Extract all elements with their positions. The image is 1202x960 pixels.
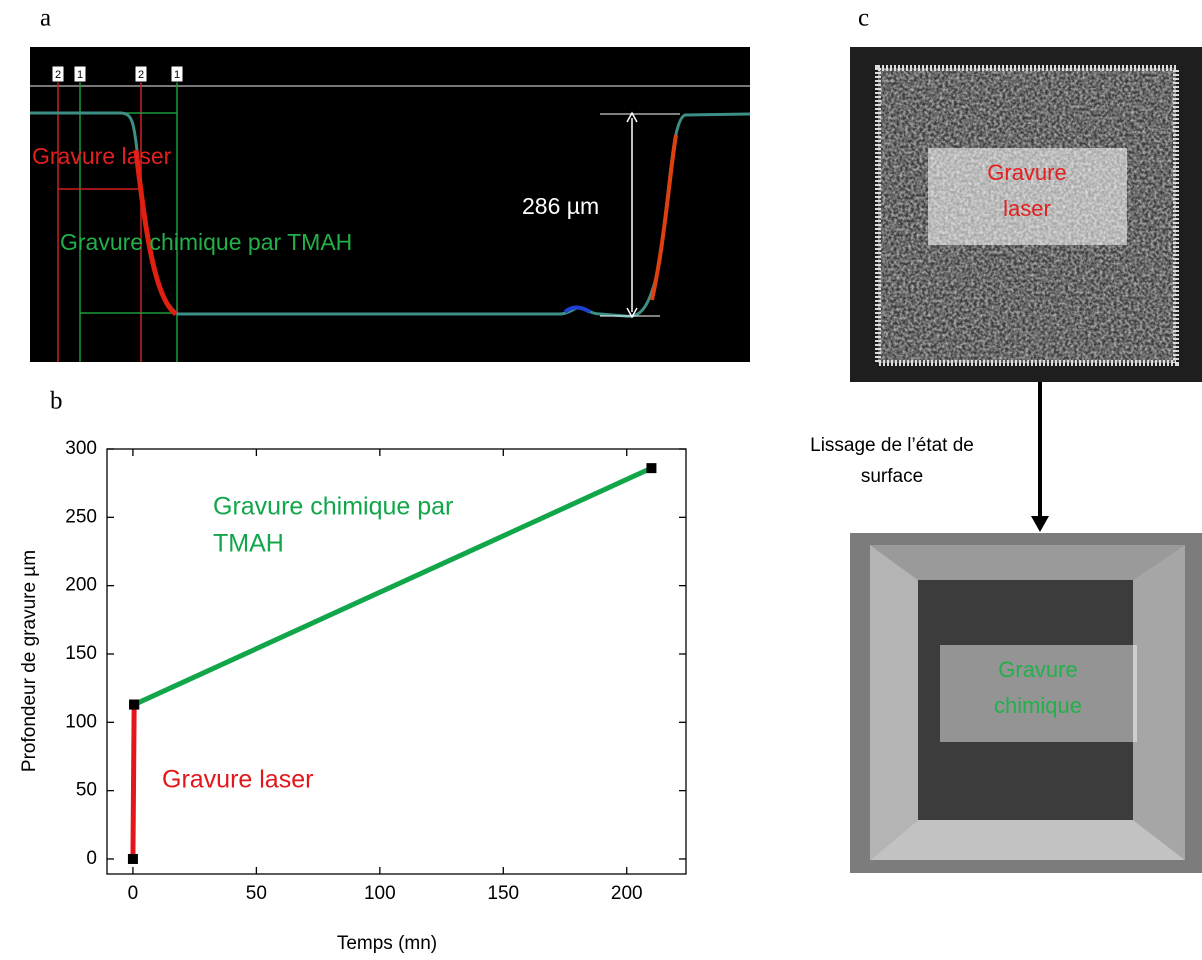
depth-label: 286 µm	[522, 193, 599, 219]
arrow-label: Lissage de l’état de	[810, 435, 974, 456]
profile-label: Gravure chimique par TMAH	[60, 229, 352, 255]
series-line	[133, 465, 653, 707]
micrograph-label: Gravure	[987, 160, 1066, 185]
arrow-label: surface	[861, 466, 923, 487]
panel-label: c	[858, 5, 869, 32]
sidewall	[870, 820, 1185, 860]
y-tick-label: 100	[65, 711, 97, 732]
panel-label: b	[50, 388, 63, 415]
x-tick-label: 200	[611, 883, 643, 904]
y-tick-label: 300	[65, 438, 97, 459]
y-tick-label: 50	[76, 780, 97, 801]
depth-arrowhead	[626, 111, 638, 319]
series-line	[130, 704, 137, 859]
sidewall	[870, 545, 1185, 580]
annotation: Gravure laser	[162, 766, 313, 794]
micrographs: Gravure laser Lissage de l’état de surfa…	[810, 47, 1202, 873]
cursor-marker-box	[51, 65, 65, 83]
x-tick-label: 50	[246, 883, 267, 904]
x-axis-label: Temps (mn)	[337, 933, 437, 954]
profile-panel: 2 1 2 1 Gravure laser Gravure chimique par …	[30, 47, 751, 362]
micrograph-label: Gravure	[998, 657, 1077, 682]
chart: Temps (mn) Profondeur de gravure µm 0 50 1…	[19, 438, 687, 954]
cursor-marker-box	[134, 65, 148, 83]
profile-label: Gravure laser	[32, 143, 172, 169]
data-point	[129, 699, 140, 710]
x-tick-label: 100	[364, 883, 396, 904]
x-tick-label: 150	[487, 883, 519, 904]
x-tick-label: 0	[128, 883, 139, 904]
profile-bump	[563, 305, 592, 314]
cursor-marker-box	[73, 65, 87, 83]
y-axis-label: Profondeur de gravure µm	[19, 550, 40, 772]
data-point	[646, 463, 657, 474]
etched-floor	[918, 580, 1133, 820]
annotation: TMAH	[213, 530, 284, 558]
label-box	[928, 148, 1127, 245]
sidewall	[870, 545, 918, 860]
cursor-marker: 1	[174, 69, 180, 81]
y-tick-label: 150	[65, 643, 97, 664]
cursor-marker: 2	[138, 69, 144, 81]
panel-label: a	[40, 5, 51, 32]
plot-frame	[106, 448, 687, 875]
y-tick-label: 0	[86, 848, 97, 869]
annotation: Gravure chimique par	[213, 493, 453, 521]
process-arrowhead	[1031, 516, 1049, 532]
cursor-marker-box	[170, 65, 184, 83]
cursor-marker: 1	[77, 69, 83, 81]
etched-rim	[875, 65, 1179, 366]
sidewall	[1133, 545, 1185, 860]
cursor-marker: 2	[55, 69, 61, 81]
label-box	[940, 645, 1137, 742]
micrograph-label: laser	[1003, 196, 1051, 221]
profile-background	[30, 47, 750, 362]
y-tick-label: 200	[65, 575, 97, 596]
profile-slope	[650, 134, 678, 301]
data-point	[127, 853, 138, 864]
micrograph-label: chimique	[994, 693, 1082, 718]
profile-slope	[133, 149, 178, 317]
y-tick-label: 250	[65, 506, 97, 527]
